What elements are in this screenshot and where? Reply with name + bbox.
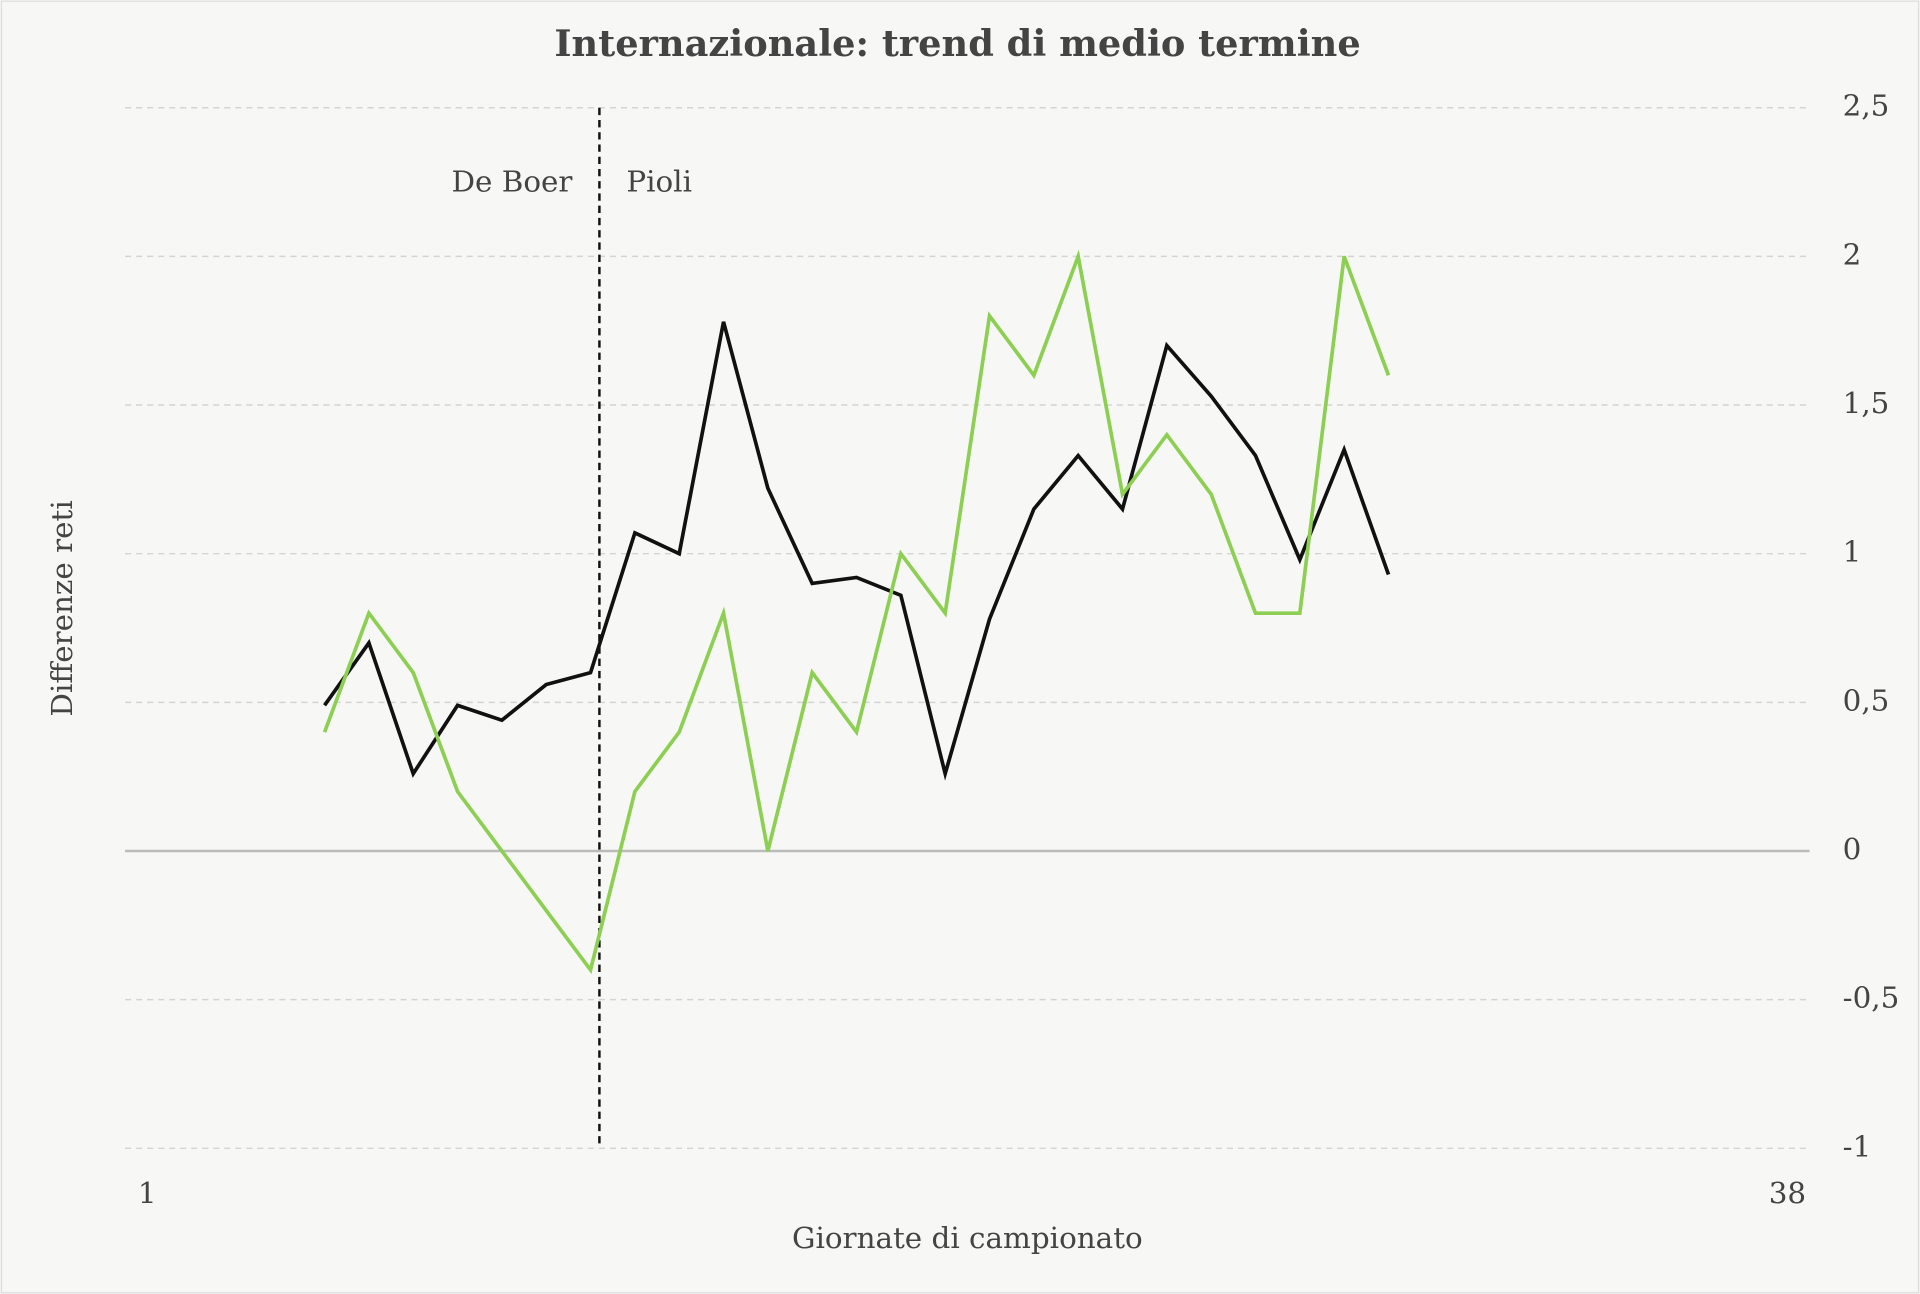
y-tick-label: -1 xyxy=(1843,1129,1872,1163)
y-tick-label: 0 xyxy=(1843,832,1862,866)
x-axis-label: Giornate di campionato xyxy=(792,1221,1143,1255)
annotation: Pioli xyxy=(626,165,692,199)
x-tick-label: 1 xyxy=(138,1176,157,1210)
y-tick-label: 2,5 xyxy=(1843,89,1890,123)
annotation: De Boer xyxy=(451,165,573,199)
y-axis-label: Differenze reti xyxy=(45,500,79,716)
x-tick-label: 38 xyxy=(1769,1176,1806,1210)
y-tick-label: 1 xyxy=(1843,535,1862,569)
y-tick-label: 2 xyxy=(1843,237,1862,271)
series-line xyxy=(322,249,1391,975)
y-tick-label: -0,5 xyxy=(1843,981,1900,1015)
chart-title: Internazionale: trend di medio termine xyxy=(554,22,1360,65)
y-tick-label: 0,5 xyxy=(1843,683,1890,717)
series-line xyxy=(323,321,1391,781)
y-tick-label: 1,5 xyxy=(1843,386,1890,420)
